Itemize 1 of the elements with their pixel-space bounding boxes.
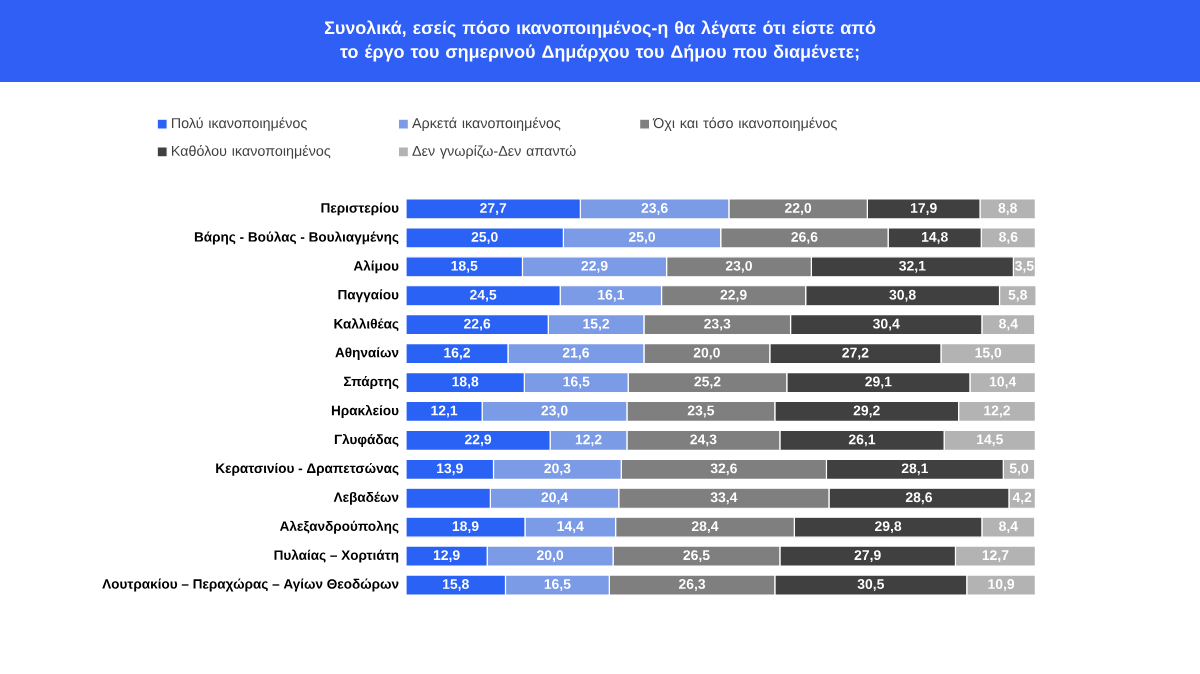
chart-title: Συνολικά, εσείς πόσο ικανοποιημένος-η θα λέγατε ότι είστε από το έργο του σημερινού Δημάρχου του Δήμου που διαμένετε;: [324, 20, 876, 62]
